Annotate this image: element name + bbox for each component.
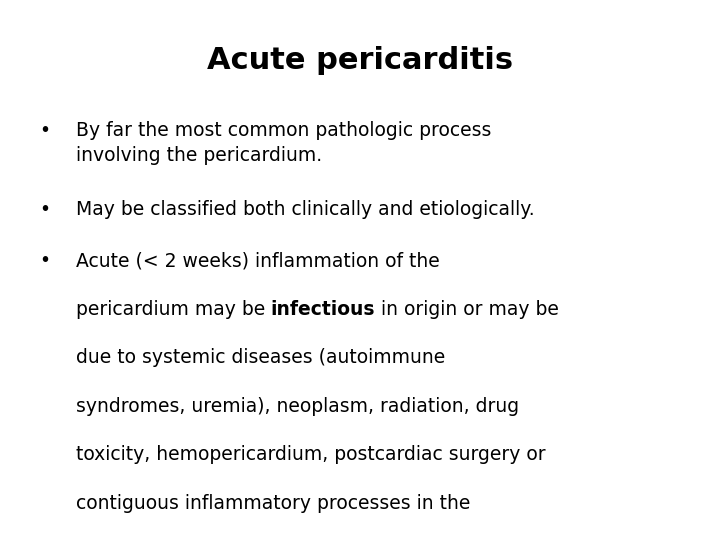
Text: pericardium may be: pericardium may be <box>76 300 271 319</box>
Text: •: • <box>40 200 50 219</box>
Text: •: • <box>40 251 50 270</box>
Text: infectious: infectious <box>271 300 375 319</box>
Text: May be classified both clinically and etiologically.: May be classified both clinically and et… <box>76 200 534 219</box>
Text: due to systemic diseases (autoimmune: due to systemic diseases (autoimmune <box>76 348 445 367</box>
Text: •: • <box>40 122 50 140</box>
Text: toxicity, hemopericardium, postcardiac surgery or: toxicity, hemopericardium, postcardiac s… <box>76 446 545 464</box>
Text: Acute pericarditis: Acute pericarditis <box>207 46 513 75</box>
Text: By far the most common pathologic process
involving the pericardium.: By far the most common pathologic proces… <box>76 122 491 165</box>
Text: Acute (< 2 weeks) inflammation of the: Acute (< 2 weeks) inflammation of the <box>76 251 439 270</box>
Text: in origin or may be: in origin or may be <box>375 300 559 319</box>
Text: syndromes, uremia), neoplasm, radiation, drug: syndromes, uremia), neoplasm, radiation,… <box>76 397 518 416</box>
Text: contiguous inflammatory processes in the: contiguous inflammatory processes in the <box>76 494 470 513</box>
